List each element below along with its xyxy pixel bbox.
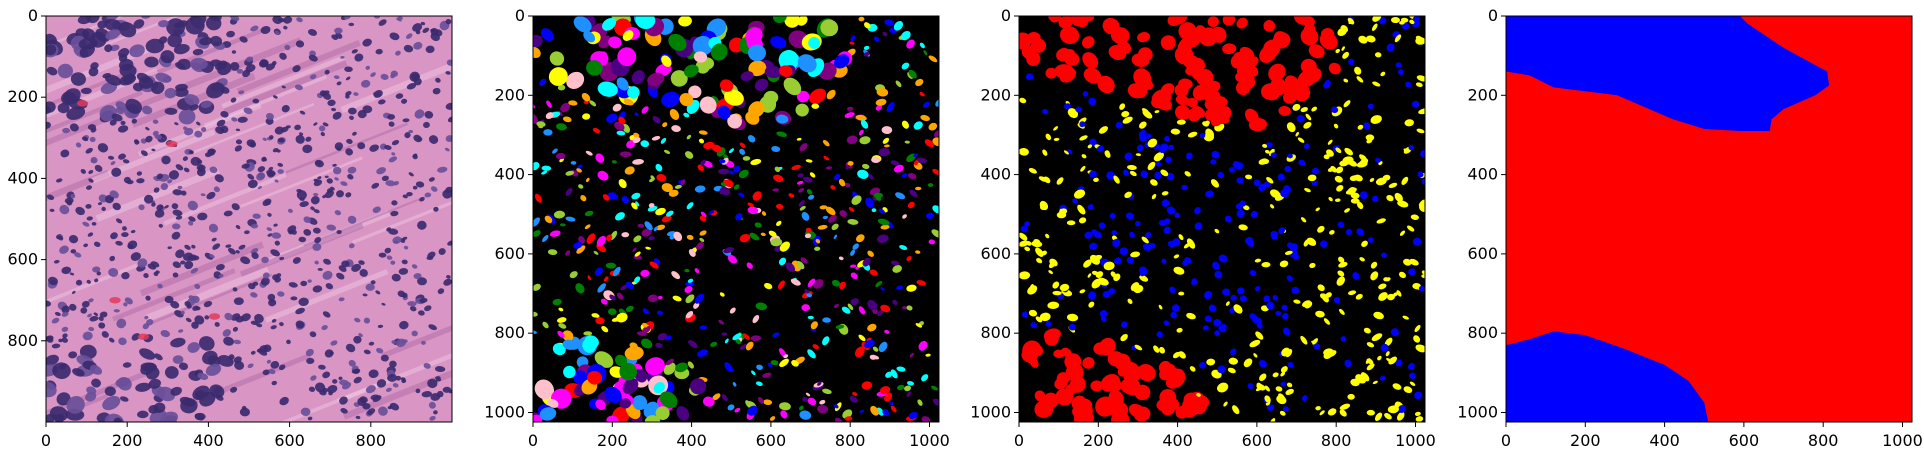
y-tick-label: 0	[1001, 6, 1011, 25]
x-tick-label: 1000	[1882, 431, 1923, 450]
y-tick-label: 1000	[484, 402, 525, 421]
x-tick-label: 0	[1501, 431, 1511, 450]
x-tick-label: 200	[112, 431, 143, 450]
x-tick-label: 600	[1729, 431, 1760, 450]
y-tick-label: 0	[515, 6, 525, 25]
axes-frame	[1505, 15, 1913, 423]
instance-mask-image	[533, 16, 939, 422]
y-tick-label: 200	[7, 87, 38, 106]
y-tick-label: 600	[1467, 244, 1498, 263]
x-tick-label: 800	[1808, 431, 1839, 450]
y-tick-label: 200	[980, 85, 1011, 104]
x-tick-label: 800	[835, 431, 866, 450]
tumor-region-bottom	[1506, 331, 1709, 422]
x-tick-label: 200	[1083, 431, 1114, 450]
y-tick-label: 400	[1467, 165, 1498, 184]
y-tick-label: 600	[980, 244, 1011, 263]
y-tick-label: 800	[494, 323, 525, 342]
y-tick-label: 1000	[1457, 402, 1498, 421]
y-tick-label: 200	[1467, 85, 1498, 104]
y-tick-label: 400	[980, 165, 1011, 184]
axes-frame	[1018, 15, 1426, 423]
x-tick-label: 200	[597, 431, 628, 450]
y-tick-label: 0	[28, 6, 38, 25]
tissue-mask-image	[1506, 16, 1912, 422]
x-tick-label: 200	[1570, 431, 1601, 450]
x-tick-label: 1000	[909, 431, 950, 450]
y-tick-label: 0	[1488, 6, 1498, 25]
panel-he-image: 0 200 400 600 800 0 200 400 600 800	[7, 6, 453, 450]
x-tick-label: 400	[1162, 431, 1193, 450]
axes-frame	[45, 15, 453, 423]
tumor-region-top	[1506, 16, 1830, 131]
x-tick-label: 400	[1649, 431, 1680, 450]
y-tick-label: 200	[494, 85, 525, 104]
y-tick-label: 400	[494, 165, 525, 184]
x-tick-label: 800	[356, 431, 387, 450]
axes-frame	[532, 15, 940, 423]
x-tick-label: 400	[193, 431, 224, 450]
y-tick-label: 400	[7, 168, 38, 187]
class-mask-image	[1019, 16, 1425, 422]
y-tick-label: 800	[1467, 323, 1498, 342]
x-tick-label: 600	[756, 431, 787, 450]
y-tick-label: 1000	[970, 402, 1011, 421]
y-tick-label: 600	[7, 250, 38, 269]
x-tick-label: 400	[676, 431, 707, 450]
x-tick-label: 1000	[1395, 431, 1436, 450]
x-tick-label: 600	[274, 431, 305, 450]
x-tick-label: 0	[41, 431, 51, 450]
y-tick-label: 800	[980, 323, 1011, 342]
x-tick-label: 0	[1014, 431, 1024, 450]
y-tick-label: 600	[494, 244, 525, 263]
x-tick-label: 600	[1242, 431, 1273, 450]
x-tick-label: 0	[528, 431, 538, 450]
y-tick-label: 800	[7, 331, 38, 350]
x-tick-label: 800	[1321, 431, 1352, 450]
he-image-image	[46, 16, 452, 422]
